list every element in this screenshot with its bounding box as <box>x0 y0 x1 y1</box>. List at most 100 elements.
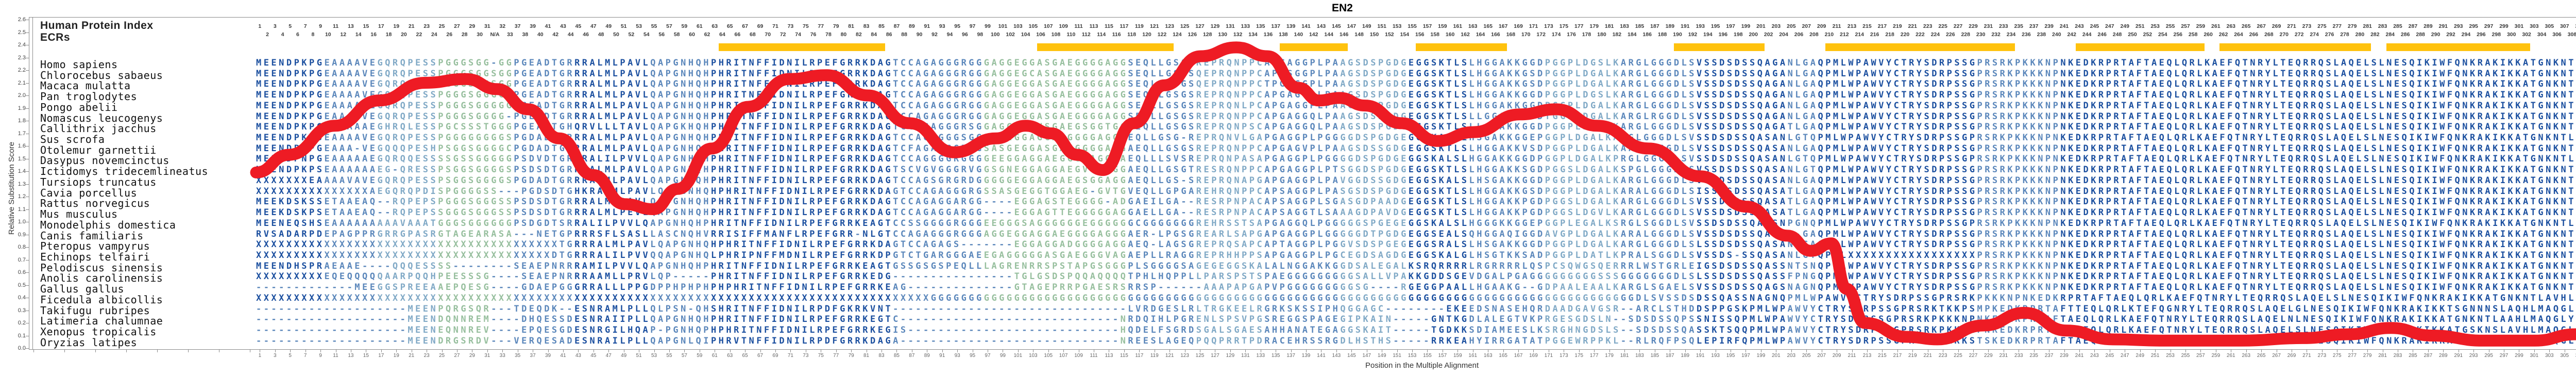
sequence-segment: QGGAGC <box>1340 303 1386 314</box>
ruler-label: 279 <box>2347 23 2357 29</box>
ruler-label: 115 <box>1104 23 1113 29</box>
sequence-segment: EAAAAVE <box>324 79 378 90</box>
bottom-tick-mark <box>578 350 579 352</box>
sequence-segment: APGAGGQLPA <box>1264 111 1341 122</box>
sequence-segment: GQQQPESH <box>377 143 438 154</box>
sequence-segment: GGGGGGGGG <box>1128 292 1196 303</box>
sequence-segment: VGGDSSGDG <box>1340 175 1409 186</box>
ruler-label: 179 <box>1589 23 1599 29</box>
sequence-segment: TCCAGAGGARGG---- <box>893 207 1014 218</box>
sequence-segment: GGGDTPGDG <box>1340 229 1409 239</box>
sequence-segment: GVSDSPGEG <box>1340 239 1409 250</box>
sequence-segment: EEGGGSAGGGGGGEGGGGG <box>984 218 1128 229</box>
ruler-label: 131 <box>1226 23 1235 29</box>
sequence-segment: PGEADTGR <box>514 90 575 101</box>
sequence-segment: FTTEQLQRLKTEFQGNRYLTEQRRQSLAQELGLNESQIKI… <box>2060 303 2576 314</box>
sequence-segment: T-GA <box>1787 229 1818 239</box>
bottom-tick-mark <box>1306 350 1307 352</box>
sequence-segment: HYIRRGATAT <box>1469 335 1545 346</box>
sequence-segment: VSSDSDSSQAGA <box>1697 68 1788 79</box>
sequence-segment: REPRHHPPS <box>1196 250 1265 261</box>
ruler-label: 196 <box>1718 31 1728 38</box>
ruler-label: 181 <box>1604 23 1614 29</box>
sequence-segment: NKEDKRPRTAFTAEQLQRLKAEFQTNRYLTEQRRQSLAQE… <box>2060 239 2576 250</box>
bottom-tick-mark <box>275 350 276 352</box>
sequence-segment: PRSRKPKKKNP <box>1977 197 2061 207</box>
bottom-tick-mark <box>1579 350 1580 352</box>
bottom-ruler-label: 289 <box>2438 353 2448 359</box>
sequence-segment: REPRQNPPC <box>1196 90 1265 101</box>
bottom-ruler-label: 45 <box>590 353 597 359</box>
sequence-segment: GGGGGGGG <box>1408 292 1469 303</box>
sequence-segment: LALNGGAKKG <box>1264 261 1341 271</box>
ruler-label: 299 <box>2499 23 2509 29</box>
sequence-segment: LHGGAKKGSD <box>1469 186 1545 197</box>
ruler-label: 148 <box>1354 31 1364 38</box>
sequence-segment: PGGPLDGALK <box>1545 239 1621 250</box>
bottom-ruler-label: 215 <box>1878 353 1887 359</box>
sequence-segment: CEGDSAGDG <box>1340 250 1409 261</box>
ruler-label: 263 <box>2226 23 2236 29</box>
bottom-tick-mark <box>1336 350 1337 352</box>
sequence-segment: MEENDPKPG <box>256 90 325 101</box>
sequence-segment: ----- <box>1393 335 1431 346</box>
sequence-segment: LPHRIPNFFMDNILRPEFGRRKDP <box>710 250 893 261</box>
sequence-segment: GHRQLESS <box>377 122 438 133</box>
ecr-bar <box>1037 43 1174 51</box>
sequence-segment: ARGLRGGDLS <box>1620 111 1697 122</box>
sequence-segment: PHRITNFFIDNILRPEFGRRKDAG <box>710 90 893 101</box>
ruler-label: 56 <box>658 31 665 38</box>
ruler-label: 184 <box>1628 31 1637 38</box>
ruler-label: 200 <box>1749 31 1758 38</box>
bottom-ruler-label: 9 <box>319 353 322 359</box>
ruler-label: 88 <box>901 31 907 38</box>
bottom-ruler-label: 219 <box>1908 353 1917 359</box>
sequence-row: --------------------MEENEQNNREV----EPQES… <box>256 325 2576 336</box>
sequence-segment: PRSRKPKKKNP <box>1977 261 2061 271</box>
sequence-segment: QAPGNHQH <box>650 111 711 122</box>
sequence-segment: NLGT <box>862 229 893 239</box>
y-tick-label: 1.8 <box>18 118 26 124</box>
ruler-label: 293 <box>2453 23 2463 29</box>
sequence-segment: QAPGNHQH <box>650 175 711 186</box>
bottom-tick-mark <box>1745 350 1747 352</box>
sequence-segment: --SDSDSSQPS <box>1613 314 1697 325</box>
sequence-segment: TGLGSDSPQQAQQQQ <box>1014 271 1128 282</box>
sequence-segment: LQP----- <box>650 271 711 282</box>
sequence-segment: HPHRITNFFIDNILRPEFGRRKDA <box>710 186 893 197</box>
ruler-label: 104 <box>1021 31 1030 38</box>
sequence-segment: GGSG <box>1340 282 1371 293</box>
ruler-label: 285 <box>2393 23 2402 29</box>
sequence-segment: TLGA <box>1787 197 1818 207</box>
sequence-segment: LGTQ <box>1787 154 1818 165</box>
bottom-tick-mark <box>2352 350 2353 352</box>
y-tick-label: 2.6 <box>18 17 26 23</box>
ruler-label: 268 <box>2264 31 2274 38</box>
sequence-segment: RRRSFLSASL <box>574 229 651 239</box>
bottom-ruler-label: 149 <box>1377 353 1386 359</box>
bottom-tick-mark <box>2321 350 2323 352</box>
sequence-segment: VSSDSDSSQASA <box>1697 165 1788 175</box>
bottom-ruler-label: 121 <box>1165 353 1174 359</box>
bottom-tick-mark <box>2094 350 2095 352</box>
ruler-label: 127 <box>1195 23 1205 29</box>
sequence-segment: AWVY <box>1787 335 1818 346</box>
sequence-segment: AAAPAPGA <box>1204 282 1265 293</box>
bottom-tick-mark <box>851 350 852 352</box>
ruler-label: 37 <box>514 23 521 29</box>
sequence-segment: SNISSQPMLWPA <box>1696 314 1788 325</box>
species-name: Latimeria chalumnae <box>40 315 163 328</box>
ruler-label: 113 <box>1089 23 1098 29</box>
sequence-segment: - <box>392 165 400 175</box>
ruler-label: 300 <box>2506 31 2516 38</box>
sequence-segment: PQRGSQR <box>438 303 492 314</box>
species-name: Homo sapiens <box>40 58 118 71</box>
sequence-segment: PRSRKPKKKNP <box>1977 175 2061 186</box>
sequence-segment: EAAAAVE <box>324 58 378 68</box>
y-tick-mark <box>26 171 29 172</box>
sequence-segment: AEQ-LAGSG <box>1128 239 1196 250</box>
sequence-segment: GAGGEGGASGAEGGGGAGG <box>984 58 1128 68</box>
sequence-segment: RQPEPS <box>392 197 438 207</box>
bottom-tick-mark <box>1412 350 1413 352</box>
bottom-tick-mark <box>1685 350 1686 352</box>
